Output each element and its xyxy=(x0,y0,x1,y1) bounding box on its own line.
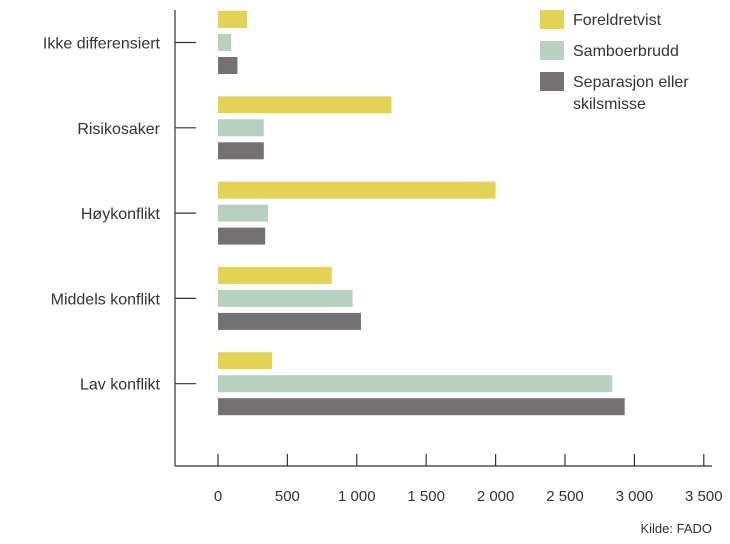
source-note: Kilde: FADO xyxy=(640,521,712,536)
x-tick-label: 2 500 xyxy=(546,488,584,505)
legend-swatch xyxy=(540,72,564,91)
category-label: Lav konflikt xyxy=(80,377,161,394)
bar-0-3 xyxy=(218,266,332,284)
bar-2-3 xyxy=(218,312,361,330)
legend-item-samboerbrudd: Samboerbrudd xyxy=(540,41,730,63)
bar-2-2 xyxy=(218,227,266,245)
bars-layer xyxy=(218,11,625,416)
legend-swatch xyxy=(540,10,564,29)
category-label: Høykonflikt xyxy=(81,206,161,223)
x-tick-label: 1 500 xyxy=(407,488,445,505)
x-tick-label: 1 000 xyxy=(338,488,376,505)
bar-2-1 xyxy=(218,142,264,160)
category-label: Ikke differensiert xyxy=(43,36,161,53)
bar-2-0 xyxy=(218,57,238,74)
category-label: Middels konflikt xyxy=(51,291,161,308)
x-tick-label: 2 000 xyxy=(477,488,515,505)
legend: Foreldretvist Samboerbrudd Separasjon el… xyxy=(540,10,730,125)
bar-1-0 xyxy=(218,34,232,51)
bar-2-4 xyxy=(218,398,625,416)
x-axis-ticks: 0 500 1 000 1 500 2 000 2 500 3 000 3 500 xyxy=(214,454,723,505)
bar-1-4 xyxy=(218,375,613,393)
x-tick-label: 0 xyxy=(214,488,222,505)
x-tick-label: 3 500 xyxy=(685,488,723,505)
category-label: Risikosaker xyxy=(77,121,160,138)
legend-label: Foreldretvist xyxy=(573,12,662,29)
legend-label: Separasjon eller skilsmisse xyxy=(573,74,689,113)
bar-0-1 xyxy=(218,96,392,114)
x-tick-label: 500 xyxy=(275,488,300,505)
bar-0-4 xyxy=(218,352,273,370)
category-labels: Ikke differensiert Risikosaker Høykonflikt… xyxy=(43,36,196,394)
legend-item-separasjon: Separasjon eller skilsmisse xyxy=(540,72,730,116)
legend-item-foreldretvist: Foreldretvist xyxy=(540,10,730,32)
bar-1-1 xyxy=(218,119,264,137)
bar-1-2 xyxy=(218,204,268,222)
legend-label: Samboerbrudd xyxy=(573,43,679,60)
x-tick-label: 3 000 xyxy=(616,488,654,505)
bar-1-3 xyxy=(218,289,353,307)
legend-swatch xyxy=(540,41,564,60)
bar-0-2 xyxy=(218,181,496,199)
bar-0-0 xyxy=(218,11,248,28)
